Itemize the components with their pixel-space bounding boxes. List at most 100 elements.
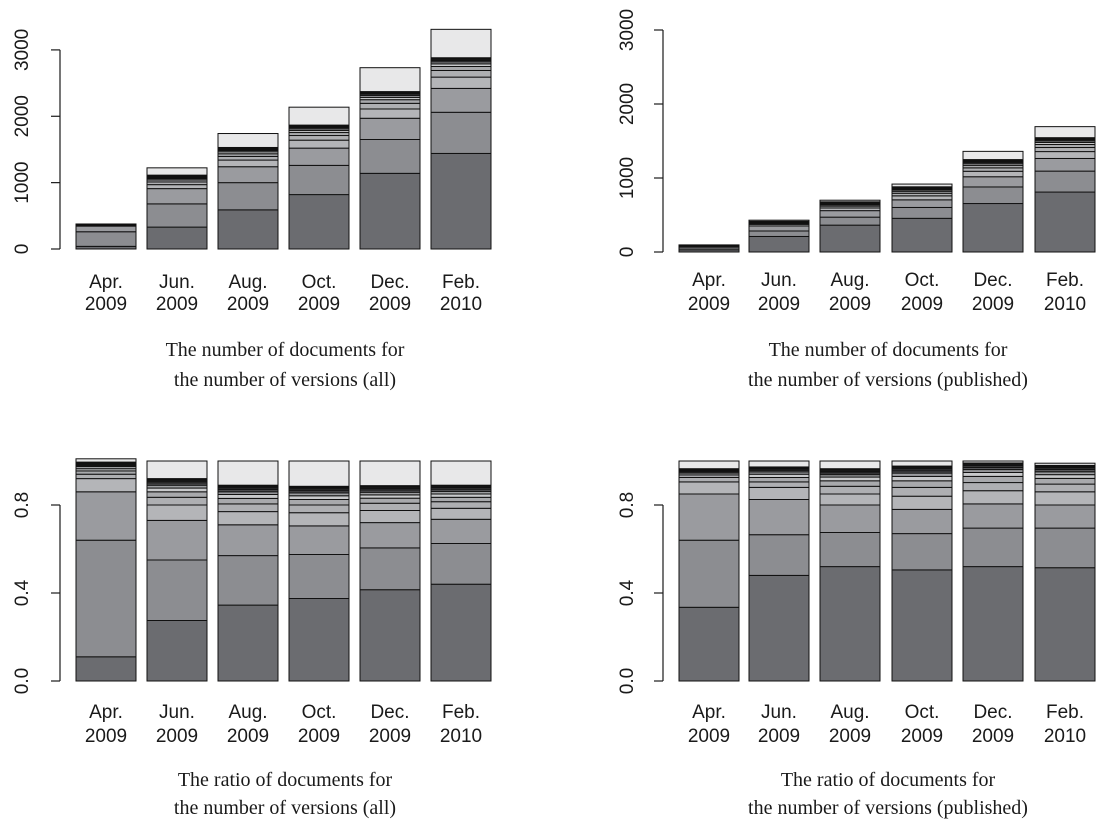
bar-segment xyxy=(749,478,809,482)
bar-segment xyxy=(76,540,136,657)
bar-segment xyxy=(147,168,207,175)
category-label: 2009 xyxy=(227,294,269,315)
bar-segment xyxy=(360,103,420,109)
bar-segment xyxy=(147,560,207,621)
y-tick-label: 1000 xyxy=(617,157,638,199)
category-label: 2009 xyxy=(901,294,943,315)
bar-segment xyxy=(1035,148,1095,152)
bar-segment xyxy=(1035,171,1095,192)
category-label: Aug. xyxy=(228,272,267,293)
category-label: Jun. xyxy=(159,702,195,723)
category-label: 2010 xyxy=(1044,726,1086,747)
bar-segment xyxy=(963,491,1023,504)
chart-caption: The number of documents for xyxy=(166,339,405,361)
bar-segment xyxy=(892,534,952,570)
bar-segment xyxy=(218,210,278,249)
bar-segment xyxy=(218,134,278,148)
bar-segment xyxy=(892,184,952,187)
bar-segment xyxy=(76,492,136,540)
y-tick-label: 2000 xyxy=(617,83,638,125)
bar-segment xyxy=(892,509,952,533)
category-label: 2010 xyxy=(440,726,482,747)
bar-segment xyxy=(1035,127,1095,138)
bar-segment xyxy=(679,494,739,540)
category-label: Dec. xyxy=(973,702,1012,723)
category-label: Oct. xyxy=(302,272,337,293)
category-label: 2009 xyxy=(227,726,269,747)
bar-segment xyxy=(679,607,739,681)
bar-segment xyxy=(431,502,491,509)
bar-segment xyxy=(892,570,952,681)
bar-segment xyxy=(749,231,809,236)
bar-segment xyxy=(820,225,880,252)
bar-segment xyxy=(360,511,420,523)
category-label: Feb. xyxy=(442,272,480,293)
bar-segment xyxy=(963,187,1023,204)
category-label: Feb. xyxy=(442,702,480,723)
bar-segment xyxy=(360,523,420,548)
category-label: 2009 xyxy=(369,294,411,315)
bar-segment xyxy=(218,504,278,512)
bar-segment xyxy=(679,482,739,494)
y-tick-label: 2000 xyxy=(12,95,33,137)
bar-segment xyxy=(1035,505,1095,528)
category-label: Jun. xyxy=(761,270,797,291)
bar-segment xyxy=(218,167,278,183)
bar-segment xyxy=(289,195,349,249)
bar-segment xyxy=(147,189,207,204)
category-label: Oct. xyxy=(905,270,940,291)
bar-segment xyxy=(147,227,207,249)
bar-segment xyxy=(147,492,207,498)
category-label: Apr. xyxy=(89,702,123,723)
bar-segment xyxy=(892,207,952,218)
chart-panel-1: 0100020003000Apr.2009Jun.2009Aug.2009Oct… xyxy=(12,29,491,391)
bar-segment xyxy=(820,486,880,494)
category-label: 2010 xyxy=(1044,294,1086,315)
bar-segment xyxy=(1035,568,1095,681)
chart-caption: the number of versions (published) xyxy=(748,797,1028,819)
bar-segment xyxy=(892,196,952,200)
bar-segment xyxy=(820,505,880,533)
y-tick-label: 0.8 xyxy=(617,492,638,518)
category-label: 2010 xyxy=(440,294,482,315)
category-label: 2009 xyxy=(972,726,1014,747)
bar-segment xyxy=(218,525,278,556)
category-label: 2009 xyxy=(758,726,800,747)
y-tick-label: 0 xyxy=(617,247,638,258)
bar-segment xyxy=(1035,192,1095,252)
bar-segment xyxy=(1035,484,1095,492)
bar-segment xyxy=(289,526,349,555)
bar-segment xyxy=(431,67,491,71)
bar-segment xyxy=(360,100,420,104)
bar-segment xyxy=(147,621,207,682)
bar-segment xyxy=(289,107,349,125)
bar-segment xyxy=(820,217,880,225)
bar-segment xyxy=(1035,478,1095,484)
bar-segment xyxy=(289,148,349,165)
bar-segment xyxy=(289,136,349,141)
category-label: 2009 xyxy=(688,294,730,315)
bar-segment xyxy=(749,226,809,231)
category-label: Feb. xyxy=(1046,270,1084,291)
bar-segment xyxy=(147,461,207,479)
bar-segment xyxy=(218,494,278,498)
bar-segment xyxy=(360,503,420,510)
category-label: Apr. xyxy=(89,272,123,293)
bar-segment xyxy=(892,200,952,208)
bar-segment xyxy=(1035,463,1095,465)
bar-segment xyxy=(218,605,278,681)
bar-segment xyxy=(431,508,491,519)
bar-segment xyxy=(289,599,349,682)
category-label: 2009 xyxy=(901,726,943,747)
bar-segment xyxy=(892,481,952,488)
category-label: Jun. xyxy=(761,702,797,723)
bar-segment xyxy=(147,520,207,560)
bar-segment xyxy=(147,505,207,520)
bar-segment xyxy=(289,140,349,148)
category-label: 2009 xyxy=(156,294,198,315)
bar-segment xyxy=(289,500,349,506)
bar-segment xyxy=(820,481,880,487)
chart-caption: The ratio of documents for xyxy=(781,769,996,791)
bar-segment xyxy=(218,498,278,504)
y-tick-label: 3000 xyxy=(12,29,33,71)
